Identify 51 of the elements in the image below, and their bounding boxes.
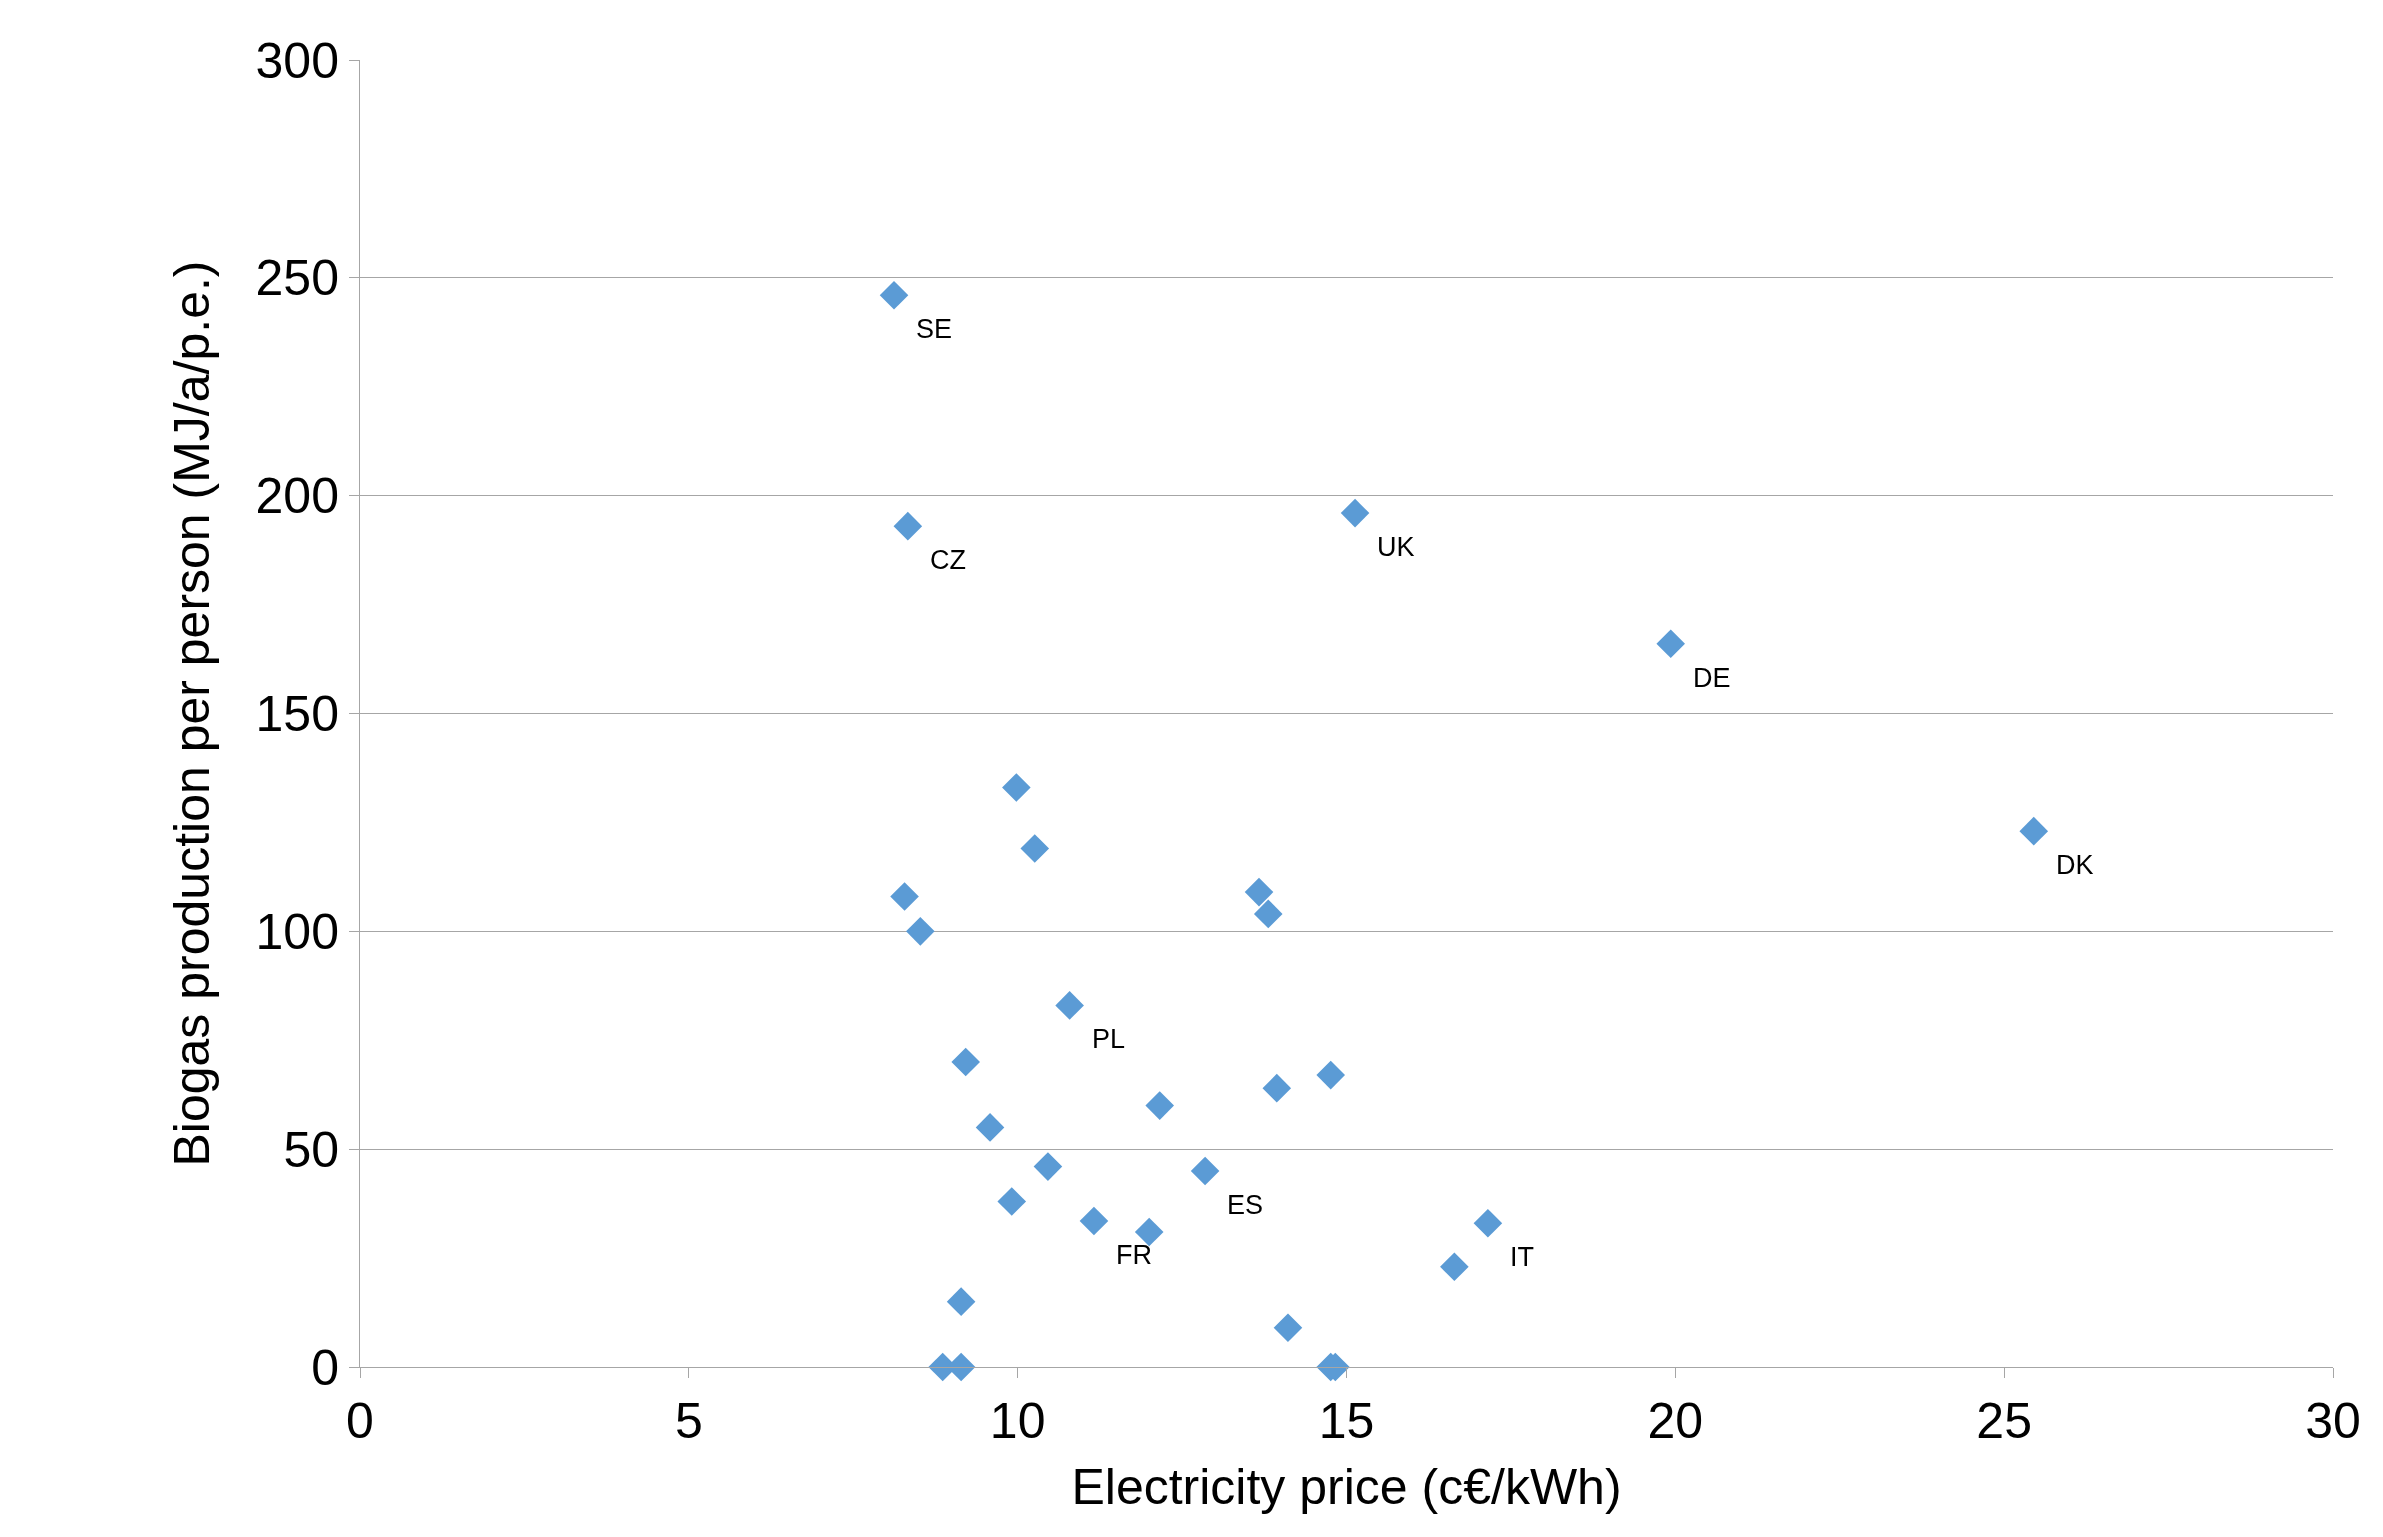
y-axis-title: Biogas production per person (MJ/a/p.e.) bbox=[163, 260, 220, 1167]
y-tick-label: 200 bbox=[255, 468, 339, 525]
point bbox=[1340, 498, 1370, 528]
y-tick-label: 0 bbox=[311, 1339, 339, 1396]
x-tick-label: 0 bbox=[346, 1393, 374, 1449]
point bbox=[1190, 1156, 1220, 1186]
point bbox=[1440, 1252, 1469, 1282]
point bbox=[1134, 1217, 1164, 1247]
y-tick-label: 150 bbox=[255, 686, 339, 742]
annotation: FR bbox=[1116, 1240, 1152, 1270]
point bbox=[1273, 1313, 1303, 1343]
point bbox=[1253, 899, 1283, 929]
x-tick-label: 30 bbox=[2305, 1393, 2361, 1449]
annotation: ES bbox=[1227, 1190, 1264, 1220]
point bbox=[2019, 816, 2049, 846]
annotation: SE bbox=[916, 314, 953, 344]
annotation: CZ bbox=[930, 545, 966, 575]
point bbox=[1033, 1152, 1063, 1181]
annotation: UK bbox=[1377, 532, 1415, 562]
point bbox=[879, 280, 909, 310]
x-tick-label: 20 bbox=[1647, 1393, 1704, 1449]
point bbox=[1055, 991, 1084, 1020]
point bbox=[1244, 877, 1274, 907]
point bbox=[890, 882, 919, 911]
x-axis-title: Electricity price (c€/kWh) bbox=[1071, 1458, 1622, 1515]
point bbox=[997, 1187, 1027, 1216]
point bbox=[1002, 773, 1031, 802]
point bbox=[1656, 629, 1686, 659]
x-tick-label: 5 bbox=[674, 1393, 703, 1449]
annotation: IT bbox=[1510, 1242, 1534, 1272]
x-tick-label: 15 bbox=[1318, 1393, 1375, 1449]
point bbox=[1079, 1206, 1109, 1236]
x-tick-label: 25 bbox=[1976, 1393, 2032, 1449]
x-tick-label: 10 bbox=[989, 1393, 1046, 1449]
point bbox=[975, 1113, 1005, 1142]
point bbox=[946, 1287, 976, 1316]
point bbox=[1473, 1208, 1503, 1238]
point bbox=[1262, 1073, 1292, 1103]
point bbox=[893, 511, 923, 541]
point bbox=[1020, 834, 1050, 863]
annotation: PL bbox=[1092, 1024, 1126, 1054]
point bbox=[1316, 1060, 1346, 1090]
y-tick-label: 50 bbox=[283, 1121, 339, 1178]
point bbox=[951, 1047, 981, 1077]
y-tick-label: 250 bbox=[255, 250, 339, 307]
annotation: DE bbox=[1693, 663, 1731, 693]
point bbox=[906, 917, 935, 946]
y-tick-label: 300 bbox=[255, 32, 339, 89]
point bbox=[1145, 1091, 1175, 1120]
annotation: DK bbox=[2056, 850, 2094, 880]
y-tick-label: 100 bbox=[255, 903, 339, 960]
